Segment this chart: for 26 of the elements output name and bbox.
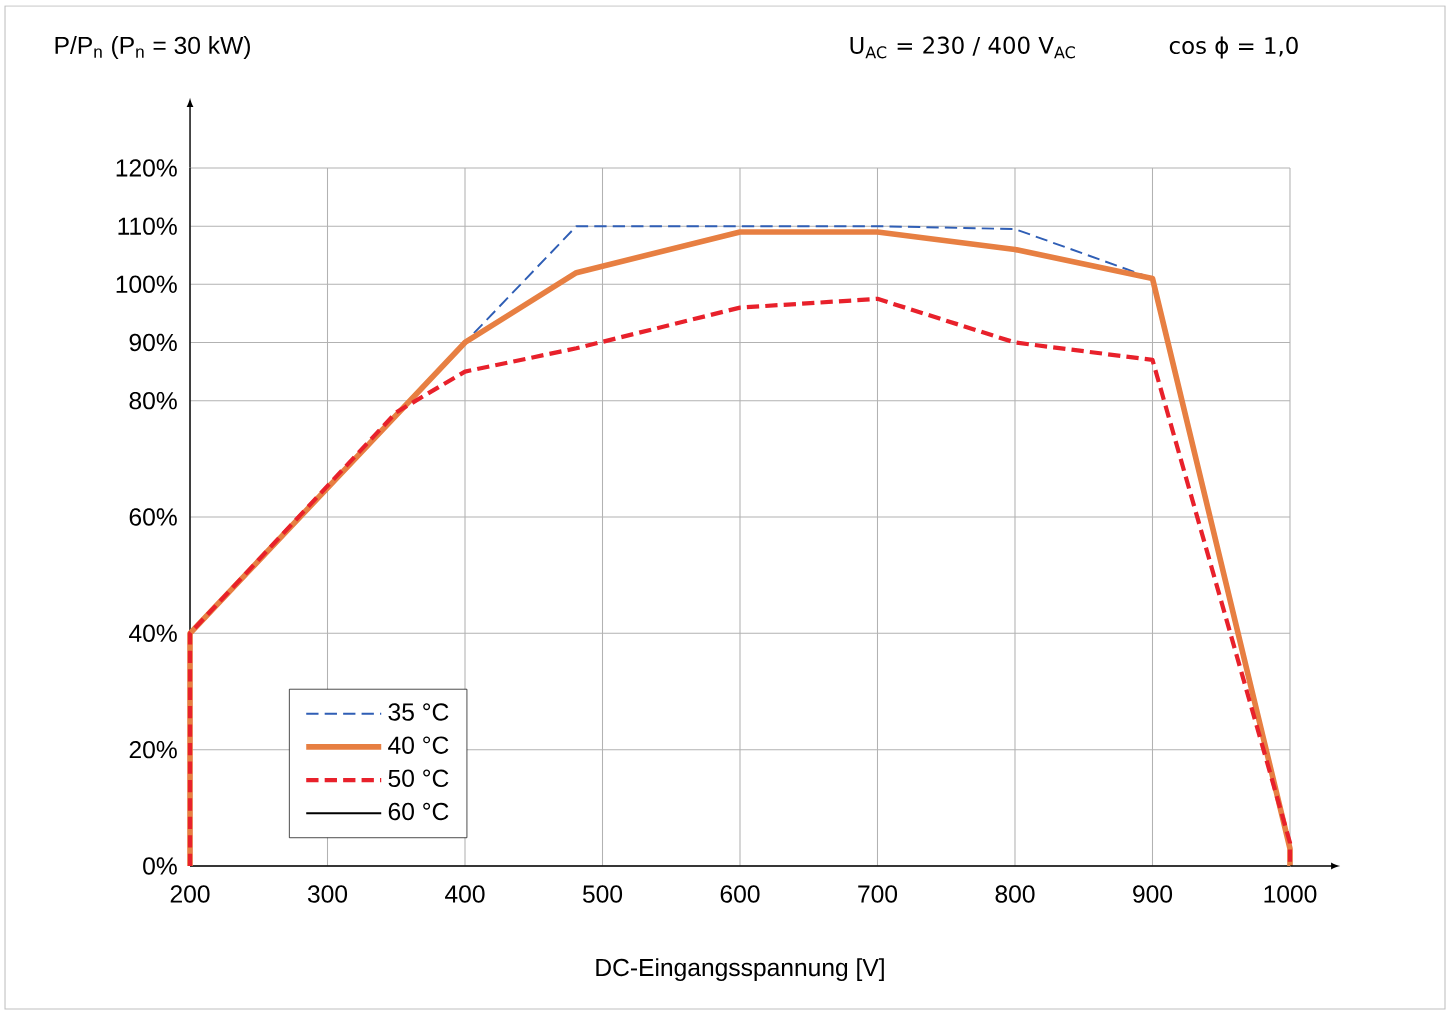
y-tick-label: 100%: [116, 275, 177, 294]
y-tick-label: 80%: [129, 391, 177, 410]
y-tick-label: 0%: [143, 857, 177, 875]
legend-label: 40 °C: [388, 736, 449, 754]
y-axis-title: P/P$_{n}$ (P$_{n}$ = 30 kW): [55, 36, 250, 59]
x-axis-title: DC-Eingangsspannung [V]: [596, 958, 884, 982]
legend-label: 50 °C: [388, 769, 449, 788]
x-tick-label: 300: [307, 885, 348, 903]
x-tick-label: 200: [170, 885, 210, 903]
x-tick-label: 1000: [1264, 885, 1317, 903]
x-tick-label: 900: [1133, 885, 1173, 903]
legend-label: 60 °C: [388, 802, 449, 821]
x-tick-label: 400: [445, 885, 485, 903]
x-tick-label: 500: [582, 885, 623, 903]
text: cos ϕ = 1,0: [1169, 36, 1298, 59]
y-tick-label: 110%: [118, 217, 177, 235]
y-tick-label: 120%: [116, 159, 177, 177]
y-tick-label: 20%: [129, 740, 177, 759]
y-tick-label: 90%: [129, 333, 177, 352]
legend-label: 35 °C: [388, 703, 449, 721]
x-tick-label: 700: [858, 885, 898, 903]
y-tick-label: 60%: [129, 508, 177, 526]
x-tick-label: 600: [720, 885, 760, 903]
x-tick-label: 800: [995, 885, 1035, 903]
y-tick-label: 40%: [129, 624, 177, 643]
text: U$_{AC}$ = 230 / 400 V$_{AC}$: [850, 36, 1075, 59]
